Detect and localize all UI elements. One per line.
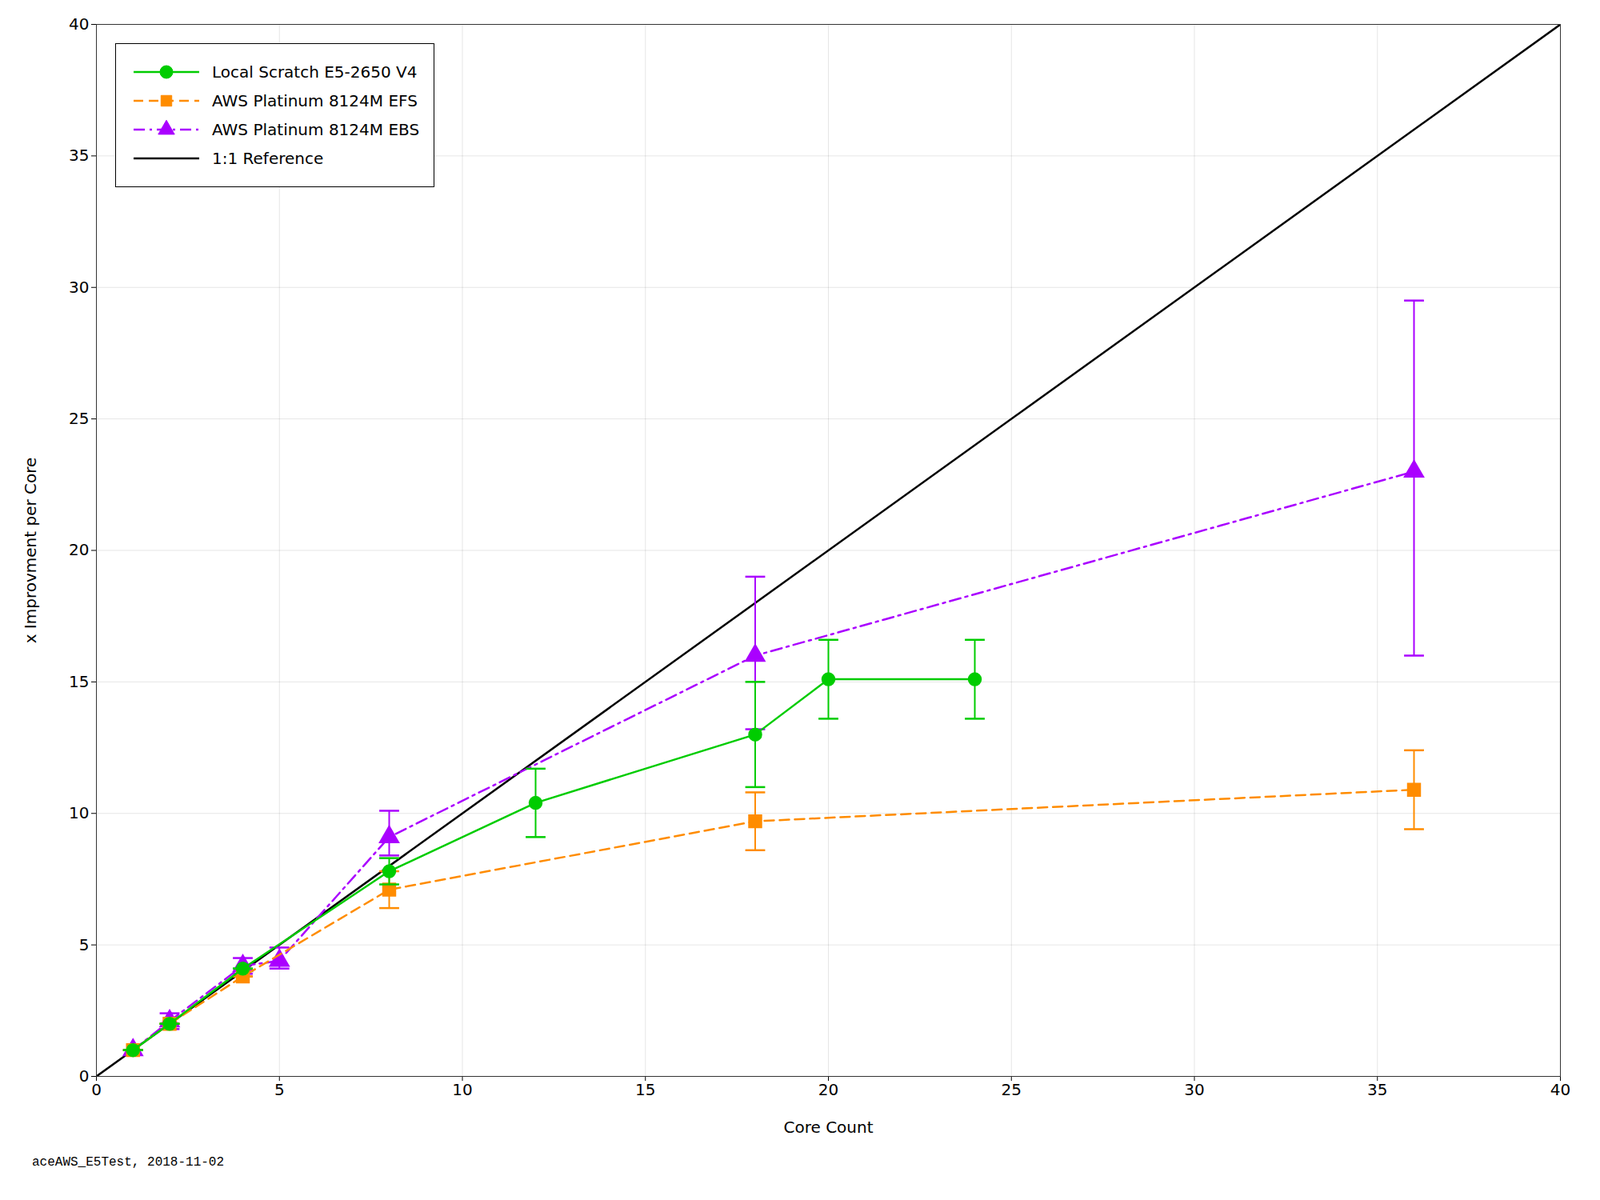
svg-text:20: 20 <box>68 540 89 560</box>
svg-text:15: 15 <box>68 672 89 692</box>
svg-text:5: 5 <box>79 935 90 955</box>
svg-text:5: 5 <box>274 1080 285 1100</box>
html-text:Local Scratch E5-2650 V4: Local Scratch E5-2650 V4 <box>212 62 418 82</box>
html-text:aceAWS_E5Test, 2018-11-02: aceAWS_E5Test, 2018-11-02 <box>32 1155 224 1170</box>
svg-text:35: 35 <box>68 145 89 165</box>
html-text:AWS Platinum 8124M EBS: AWS Platinum 8124M EBS <box>212 120 420 140</box>
svg-text:35: 35 <box>1367 1080 1388 1100</box>
svg-text:0: 0 <box>79 1066 90 1086</box>
svg-text:15: 15 <box>635 1080 656 1100</box>
svg-text:10: 10 <box>68 803 89 823</box>
svg-text:20: 20 <box>818 1080 839 1100</box>
svg-text:40: 40 <box>68 14 89 34</box>
svg-text:0: 0 <box>91 1080 102 1100</box>
svg-text:25: 25 <box>1001 1080 1022 1100</box>
svg-text:25: 25 <box>68 408 89 428</box>
svg-text:10: 10 <box>452 1080 472 1100</box>
svg-text:40: 40 <box>1550 1080 1571 1100</box>
svg-text:Core Count: Core Count <box>783 1117 873 1137</box>
svg-text:x Improvment per Core: x Improvment per Core <box>20 457 40 644</box>
html-text:AWS Platinum 8124M EFS: AWS Platinum 8124M EFS <box>212 91 418 111</box>
svg-text:30: 30 <box>1184 1080 1204 1100</box>
html-text:1:1 Reference: 1:1 Reference <box>212 148 324 168</box>
svg-text:30: 30 <box>68 277 89 297</box>
